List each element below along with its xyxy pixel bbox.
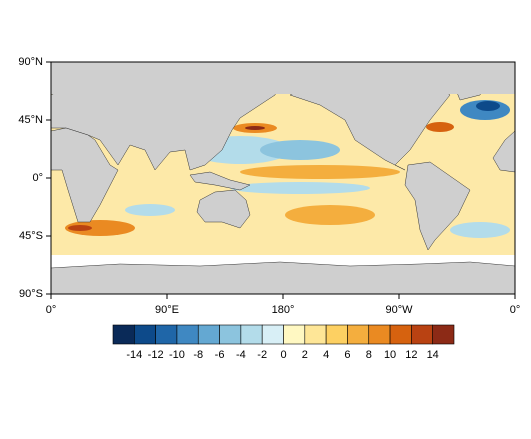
anomaly-patch xyxy=(476,101,500,111)
colorbar-label: -2 xyxy=(257,349,267,361)
colorbar-swatch xyxy=(219,324,242,345)
antarctica xyxy=(50,261,516,295)
anomaly-patch xyxy=(65,220,135,236)
colorbar-swatch xyxy=(112,324,135,345)
colorbar-label: -8 xyxy=(193,349,203,361)
australia xyxy=(196,189,251,229)
south-america xyxy=(404,161,471,251)
colorbar-label: 14 xyxy=(427,349,439,361)
colorbar-label: 8 xyxy=(366,349,372,361)
colorbar-label: 12 xyxy=(405,349,417,361)
colorbar-swatch xyxy=(134,324,156,345)
x-tick-label: 90°W xyxy=(385,304,413,316)
y-tick-label: 45°N xyxy=(18,114,43,126)
colorbar-swatch xyxy=(325,324,348,345)
x-tick-label: 180° xyxy=(272,304,295,316)
colorbar-label: 0 xyxy=(280,349,286,361)
land xyxy=(50,62,516,295)
colorbar-label: -4 xyxy=(236,349,246,361)
colorbar-swatch xyxy=(155,324,178,345)
maritime-continent xyxy=(189,171,251,191)
colorbar-label: -14 xyxy=(126,349,142,361)
anomaly-patch xyxy=(260,140,340,160)
colorbar-label: 4 xyxy=(323,349,329,361)
africa xyxy=(50,127,119,223)
y-tick-label: 45°S xyxy=(19,230,43,242)
colorbar-swatch xyxy=(368,324,391,345)
colorbar-swatch xyxy=(240,324,263,345)
colorbar-swatch xyxy=(432,324,455,345)
x-tick-label: 90°E xyxy=(155,304,179,316)
anomaly-patch xyxy=(450,222,510,238)
colorbar-swatch xyxy=(411,324,433,345)
colorbar-swatch xyxy=(176,324,199,345)
y-tick-label: 0° xyxy=(32,172,43,184)
anomaly-patch xyxy=(230,182,370,194)
anomaly-patch xyxy=(125,204,175,216)
anomaly-patch xyxy=(285,205,375,225)
y-tick-label: 90°S xyxy=(19,288,43,300)
colorbar-label: -12 xyxy=(148,349,164,361)
arctic xyxy=(51,62,515,94)
colorbar-swatch xyxy=(261,324,284,345)
anomaly-patch xyxy=(68,225,92,231)
colorbar-label: -6 xyxy=(215,349,225,361)
colorbar-label: 10 xyxy=(384,349,396,361)
colorbar-label: 6 xyxy=(344,349,350,361)
colorbar-swatch xyxy=(197,324,220,345)
colorbar-swatch xyxy=(389,324,412,345)
x-tick-label: 0° xyxy=(510,304,521,316)
colorbar-swatch xyxy=(283,324,306,345)
colorbar-label: 2 xyxy=(302,349,308,361)
anomaly-patch xyxy=(245,126,265,130)
anomaly-patch xyxy=(240,165,400,179)
colorbar-swatch xyxy=(347,324,370,345)
colorbar-label: -10 xyxy=(169,349,185,361)
anomaly-patch xyxy=(426,122,454,132)
colorbar-swatch xyxy=(304,324,327,345)
x-tick-label: 0° xyxy=(46,304,57,316)
y-tick-label: 90°N xyxy=(18,56,43,68)
